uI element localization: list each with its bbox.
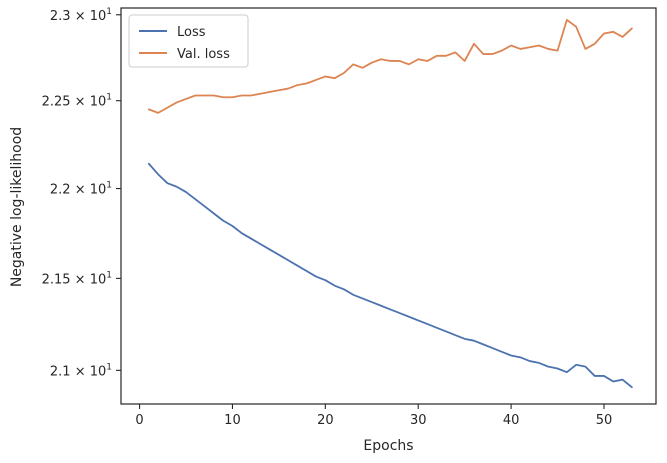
y-tick-label: 2.1 × 101 bbox=[50, 362, 112, 379]
y-tick-label: 2.3 × 101 bbox=[50, 7, 112, 24]
y-tick-label: 2.2 × 101 bbox=[50, 181, 112, 198]
x-tick-label: 30 bbox=[410, 413, 427, 428]
x-axis-label: Epochs bbox=[363, 438, 413, 454]
series-lines bbox=[147, 18, 633, 389]
legend: Loss Val. loss bbox=[128, 14, 249, 68]
y-axis-label: Negative log-likelihood bbox=[9, 127, 25, 287]
y-axis-ticks: 2.1 × 101 2.15 × 101 2.2 × 101 2.25 × 101 2.… bbox=[42, 7, 121, 379]
x-axis-ticks: 0 10 20 30 40 50 bbox=[135, 404, 612, 428]
y-tick-label: 2.15 × 101 bbox=[42, 270, 112, 287]
x-tick-label: 10 bbox=[224, 413, 241, 428]
x-tick-label: 0 bbox=[135, 413, 143, 428]
plot-area bbox=[120, 7, 657, 405]
legend-label-loss: Loss bbox=[177, 25, 206, 40]
x-tick-label: 20 bbox=[317, 413, 334, 428]
x-tick-label: 50 bbox=[596, 413, 613, 428]
x-tick-label: 40 bbox=[503, 413, 520, 428]
y-tick-label: 2.25 × 101 bbox=[42, 93, 112, 110]
legend-label-val-loss: Val. loss bbox=[177, 47, 230, 62]
